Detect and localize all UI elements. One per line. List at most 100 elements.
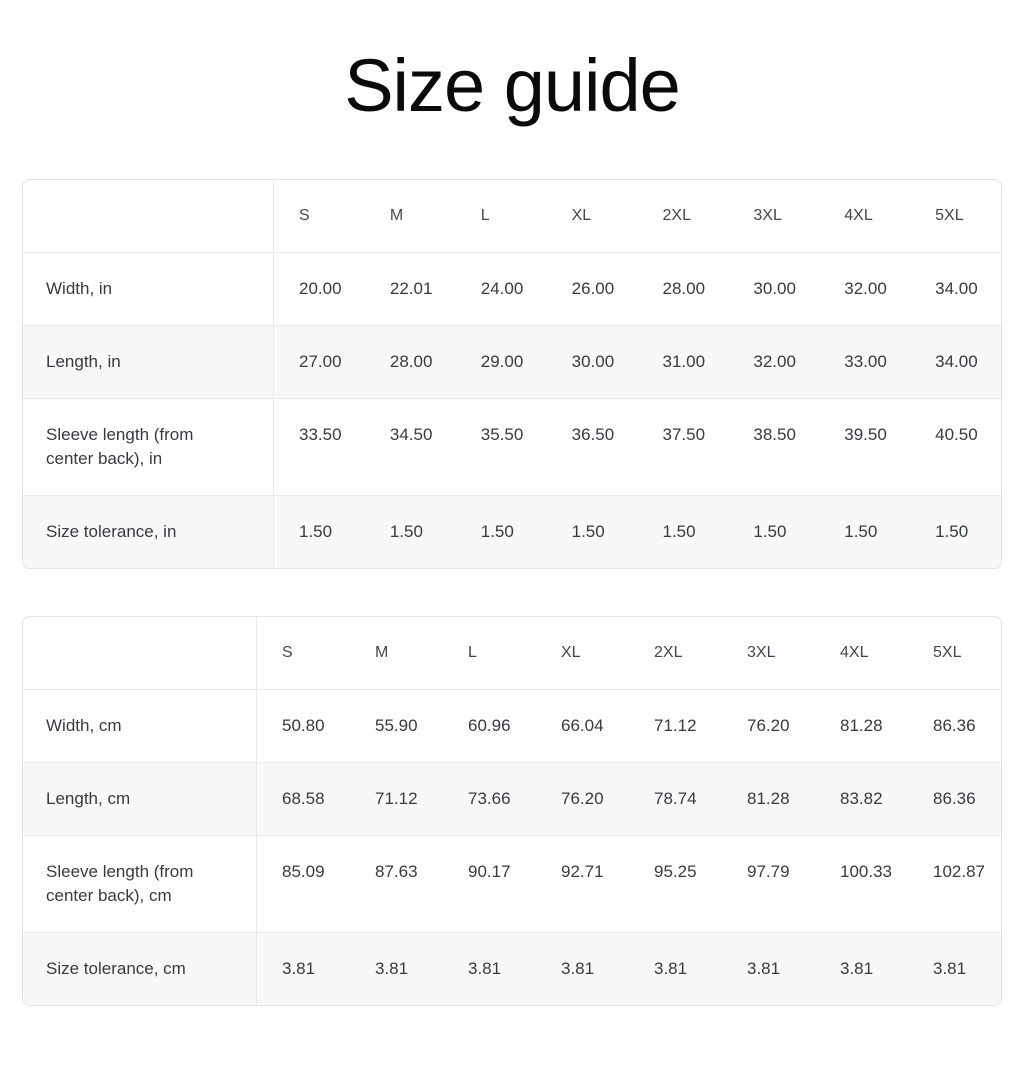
cell-value: 3.81 [350, 932, 443, 1005]
cell-value: 24.00 [455, 252, 547, 325]
cell-value: 1.50 [910, 495, 1001, 568]
cell-value: 76.20 [722, 689, 815, 762]
cell-value: 32.00 [728, 325, 820, 398]
table-row-width-in: Width, in 20.00 22.01 24.00 26.00 28.00 … [23, 252, 1001, 325]
column-header-s: S [282, 644, 293, 661]
cell-value: 1.50 [364, 495, 456, 568]
cell-value: 1.50 [546, 495, 638, 568]
cell-value: 3.81 [908, 932, 1001, 1005]
cell-value: 37.50 [637, 398, 729, 495]
cell-value: 3.81 [629, 932, 722, 1005]
cell-value: 31.00 [637, 325, 729, 398]
size-table-inches: S M L XL 2XL 3XL 4XL 5XL Width, in 20.00… [22, 179, 1002, 569]
row-label: Size tolerance, in [23, 495, 274, 568]
cell-value: 83.82 [815, 762, 908, 835]
row-label: Sleeve length (from center back), in [23, 398, 274, 495]
table-row-length-in: Length, in 27.00 28.00 29.00 30.00 31.00… [23, 325, 1001, 398]
cell-value: 30.00 [728, 252, 820, 325]
row-label: Length, in [23, 325, 274, 398]
column-header-4xl: 4XL [844, 207, 873, 224]
size-guide-page: Size guide S M L XL 2XL 3XL 4XL 5XL Widt… [0, 42, 1024, 1066]
column-header-empty [23, 180, 274, 252]
cell-value: 27.00 [274, 325, 365, 398]
cell-value: 28.00 [364, 325, 456, 398]
cell-value: 33.00 [819, 325, 911, 398]
cell-value: 1.50 [455, 495, 547, 568]
cell-value: 87.63 [350, 835, 443, 932]
column-header-xl: XL [571, 207, 592, 224]
table-row-width-cm: Width, cm 50.80 55.90 60.96 66.04 71.12 … [23, 689, 1001, 762]
cell-value: 34.50 [364, 398, 456, 495]
cell-value: 34.00 [910, 252, 1001, 325]
size-table-centimeters: S M L XL 2XL 3XL 4XL 5XL Width, cm 50.80… [22, 616, 1002, 1006]
cell-value: 34.00 [910, 325, 1001, 398]
cell-value: 102.87 [908, 835, 1001, 932]
cell-value: 20.00 [274, 252, 365, 325]
cell-value: 81.28 [722, 762, 815, 835]
row-label: Length, cm [23, 762, 257, 835]
cell-value: 33.50 [274, 398, 365, 495]
row-label: Width, cm [23, 689, 257, 762]
table-row-tolerance-cm: Size tolerance, cm 3.81 3.81 3.81 3.81 3… [23, 932, 1001, 1005]
cell-value: 90.17 [443, 835, 536, 932]
cell-value: 78.74 [629, 762, 722, 835]
cell-value: 3.81 [257, 932, 350, 1005]
column-header-3xl: 3XL [753, 207, 782, 224]
cell-value: 73.66 [443, 762, 536, 835]
cell-value: 3.81 [815, 932, 908, 1005]
cell-value: 71.12 [629, 689, 722, 762]
column-header-m: M [389, 207, 404, 224]
cell-value: 40.50 [910, 398, 1001, 495]
column-header-xl: XL [561, 644, 581, 661]
column-header-2xl: 2XL [654, 644, 683, 661]
row-label: Sleeve length (from center back), cm [23, 835, 257, 932]
cell-value: 35.50 [455, 398, 547, 495]
cell-value: 36.50 [546, 398, 638, 495]
cell-value: 66.04 [536, 689, 629, 762]
column-header-empty [23, 617, 257, 689]
column-header-m: M [375, 644, 389, 661]
cell-value: 38.50 [728, 398, 820, 495]
column-header-l: L [468, 644, 477, 661]
cell-value: 86.36 [908, 689, 1001, 762]
column-header-s: S [299, 207, 310, 224]
column-header-4xl: 4XL [840, 644, 869, 661]
cell-value: 29.00 [455, 325, 547, 398]
cell-value: 71.12 [350, 762, 443, 835]
cell-value: 30.00 [546, 325, 638, 398]
cell-value: 32.00 [819, 252, 911, 325]
cell-value: 81.28 [815, 689, 908, 762]
column-header-5xl: 5XL [935, 207, 964, 224]
header-row: S M L XL 2XL 3XL 4XL 5XL [23, 617, 1001, 689]
cell-value: 1.50 [274, 495, 365, 568]
column-header-2xl: 2XL [662, 207, 691, 224]
page-title: Size guide [344, 44, 681, 127]
cell-value: 68.58 [257, 762, 350, 835]
table-row-tolerance-in: Size tolerance, in 1.50 1.50 1.50 1.50 1… [23, 495, 1001, 568]
cell-value: 22.01 [364, 252, 456, 325]
cell-value: 3.81 [722, 932, 815, 1005]
cell-value: 97.79 [722, 835, 815, 932]
row-label: Width, in [23, 252, 274, 325]
cell-value: 76.20 [536, 762, 629, 835]
column-header-5xl: 5XL [933, 644, 962, 661]
cell-value: 100.33 [815, 835, 908, 932]
cell-value: 1.50 [637, 495, 729, 568]
cell-value: 39.50 [819, 398, 911, 495]
cell-value: 3.81 [536, 932, 629, 1005]
cell-value: 92.71 [536, 835, 629, 932]
row-label: Size tolerance, cm [23, 932, 257, 1005]
table-row-sleeve-in: Sleeve length (from center back), in 33.… [23, 398, 1001, 495]
column-header-3xl: 3XL [747, 644, 776, 661]
cell-value: 85.09 [257, 835, 350, 932]
table-row-sleeve-cm: Sleeve length (from center back), cm 85.… [23, 835, 1001, 932]
cell-value: 86.36 [908, 762, 1001, 835]
cell-value: 60.96 [443, 689, 536, 762]
cell-value: 95.25 [629, 835, 722, 932]
column-header-l: L [480, 207, 490, 224]
cell-value: 55.90 [350, 689, 443, 762]
cell-value: 1.50 [728, 495, 820, 568]
header-row: S M L XL 2XL 3XL 4XL 5XL [23, 180, 1001, 252]
cell-value: 3.81 [443, 932, 536, 1005]
table-row-length-cm: Length, cm 68.58 71.12 73.66 76.20 78.74… [23, 762, 1001, 835]
